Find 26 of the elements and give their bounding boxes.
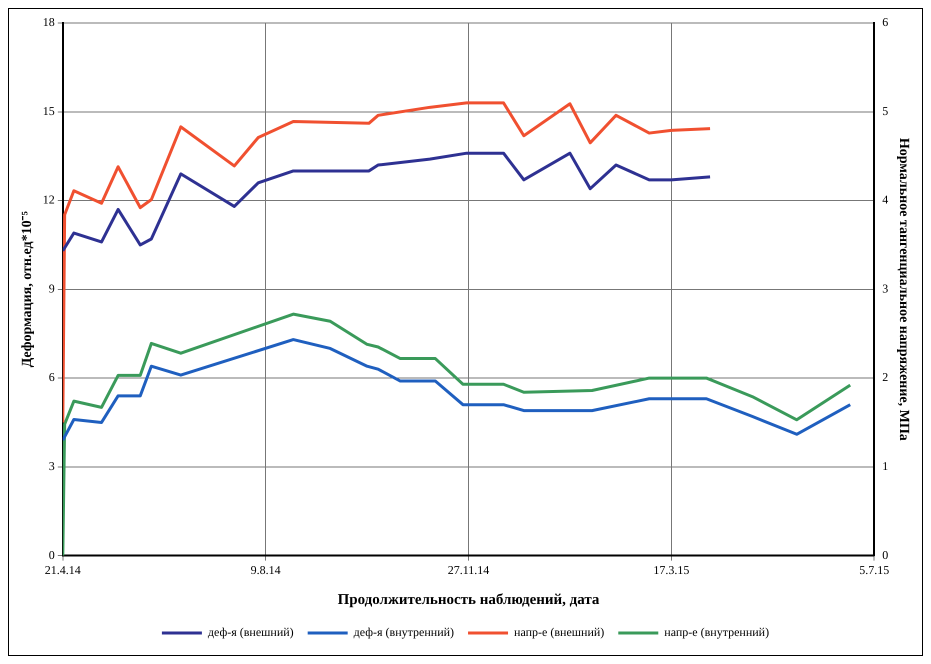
y-axis-title: Деформация, отн.ед*10⁻⁵ xyxy=(20,211,36,368)
y-tick-label: 0 xyxy=(48,548,55,562)
y2-tick-label: 4 xyxy=(882,192,888,207)
x-tick-label: 17.3.15 xyxy=(653,562,690,577)
y2-tick-label: 3 xyxy=(882,281,888,296)
y2-tick-label: 6 xyxy=(882,15,888,30)
x-tick-label: 9.8.14 xyxy=(250,562,281,577)
x-tick-label: 21.4.14 xyxy=(44,562,81,577)
x-tick-label: 27.11.14 xyxy=(448,562,490,577)
y2-axis-title: Нормальное тангенциальное напряжение, МПа xyxy=(896,138,911,441)
y-tick-label: 12 xyxy=(42,192,55,207)
y-tick-label: 15 xyxy=(42,104,55,118)
y-tick-label: 9 xyxy=(48,281,55,296)
y2-tick-label: 2 xyxy=(882,370,888,384)
x-axis-title: Продолжительность наблюдений, дата xyxy=(338,592,600,608)
y-tick-label: 6 xyxy=(48,370,55,384)
y2-tick-label: 0 xyxy=(882,548,888,562)
legend-label: напр-е (внешний) xyxy=(514,625,604,640)
legend-label: напр-е (внутренний) xyxy=(664,625,770,640)
y2-tick-label: 5 xyxy=(882,104,888,118)
legend-label: деф-я (внешний) xyxy=(208,625,294,640)
y-tick-label: 18 xyxy=(42,15,55,30)
y-tick-label: 3 xyxy=(48,458,55,473)
x-tick-label: 5.7.15 xyxy=(859,562,890,577)
legend-label: деф-я (внутренний) xyxy=(354,625,454,640)
y2-tick-label: 1 xyxy=(882,458,888,473)
